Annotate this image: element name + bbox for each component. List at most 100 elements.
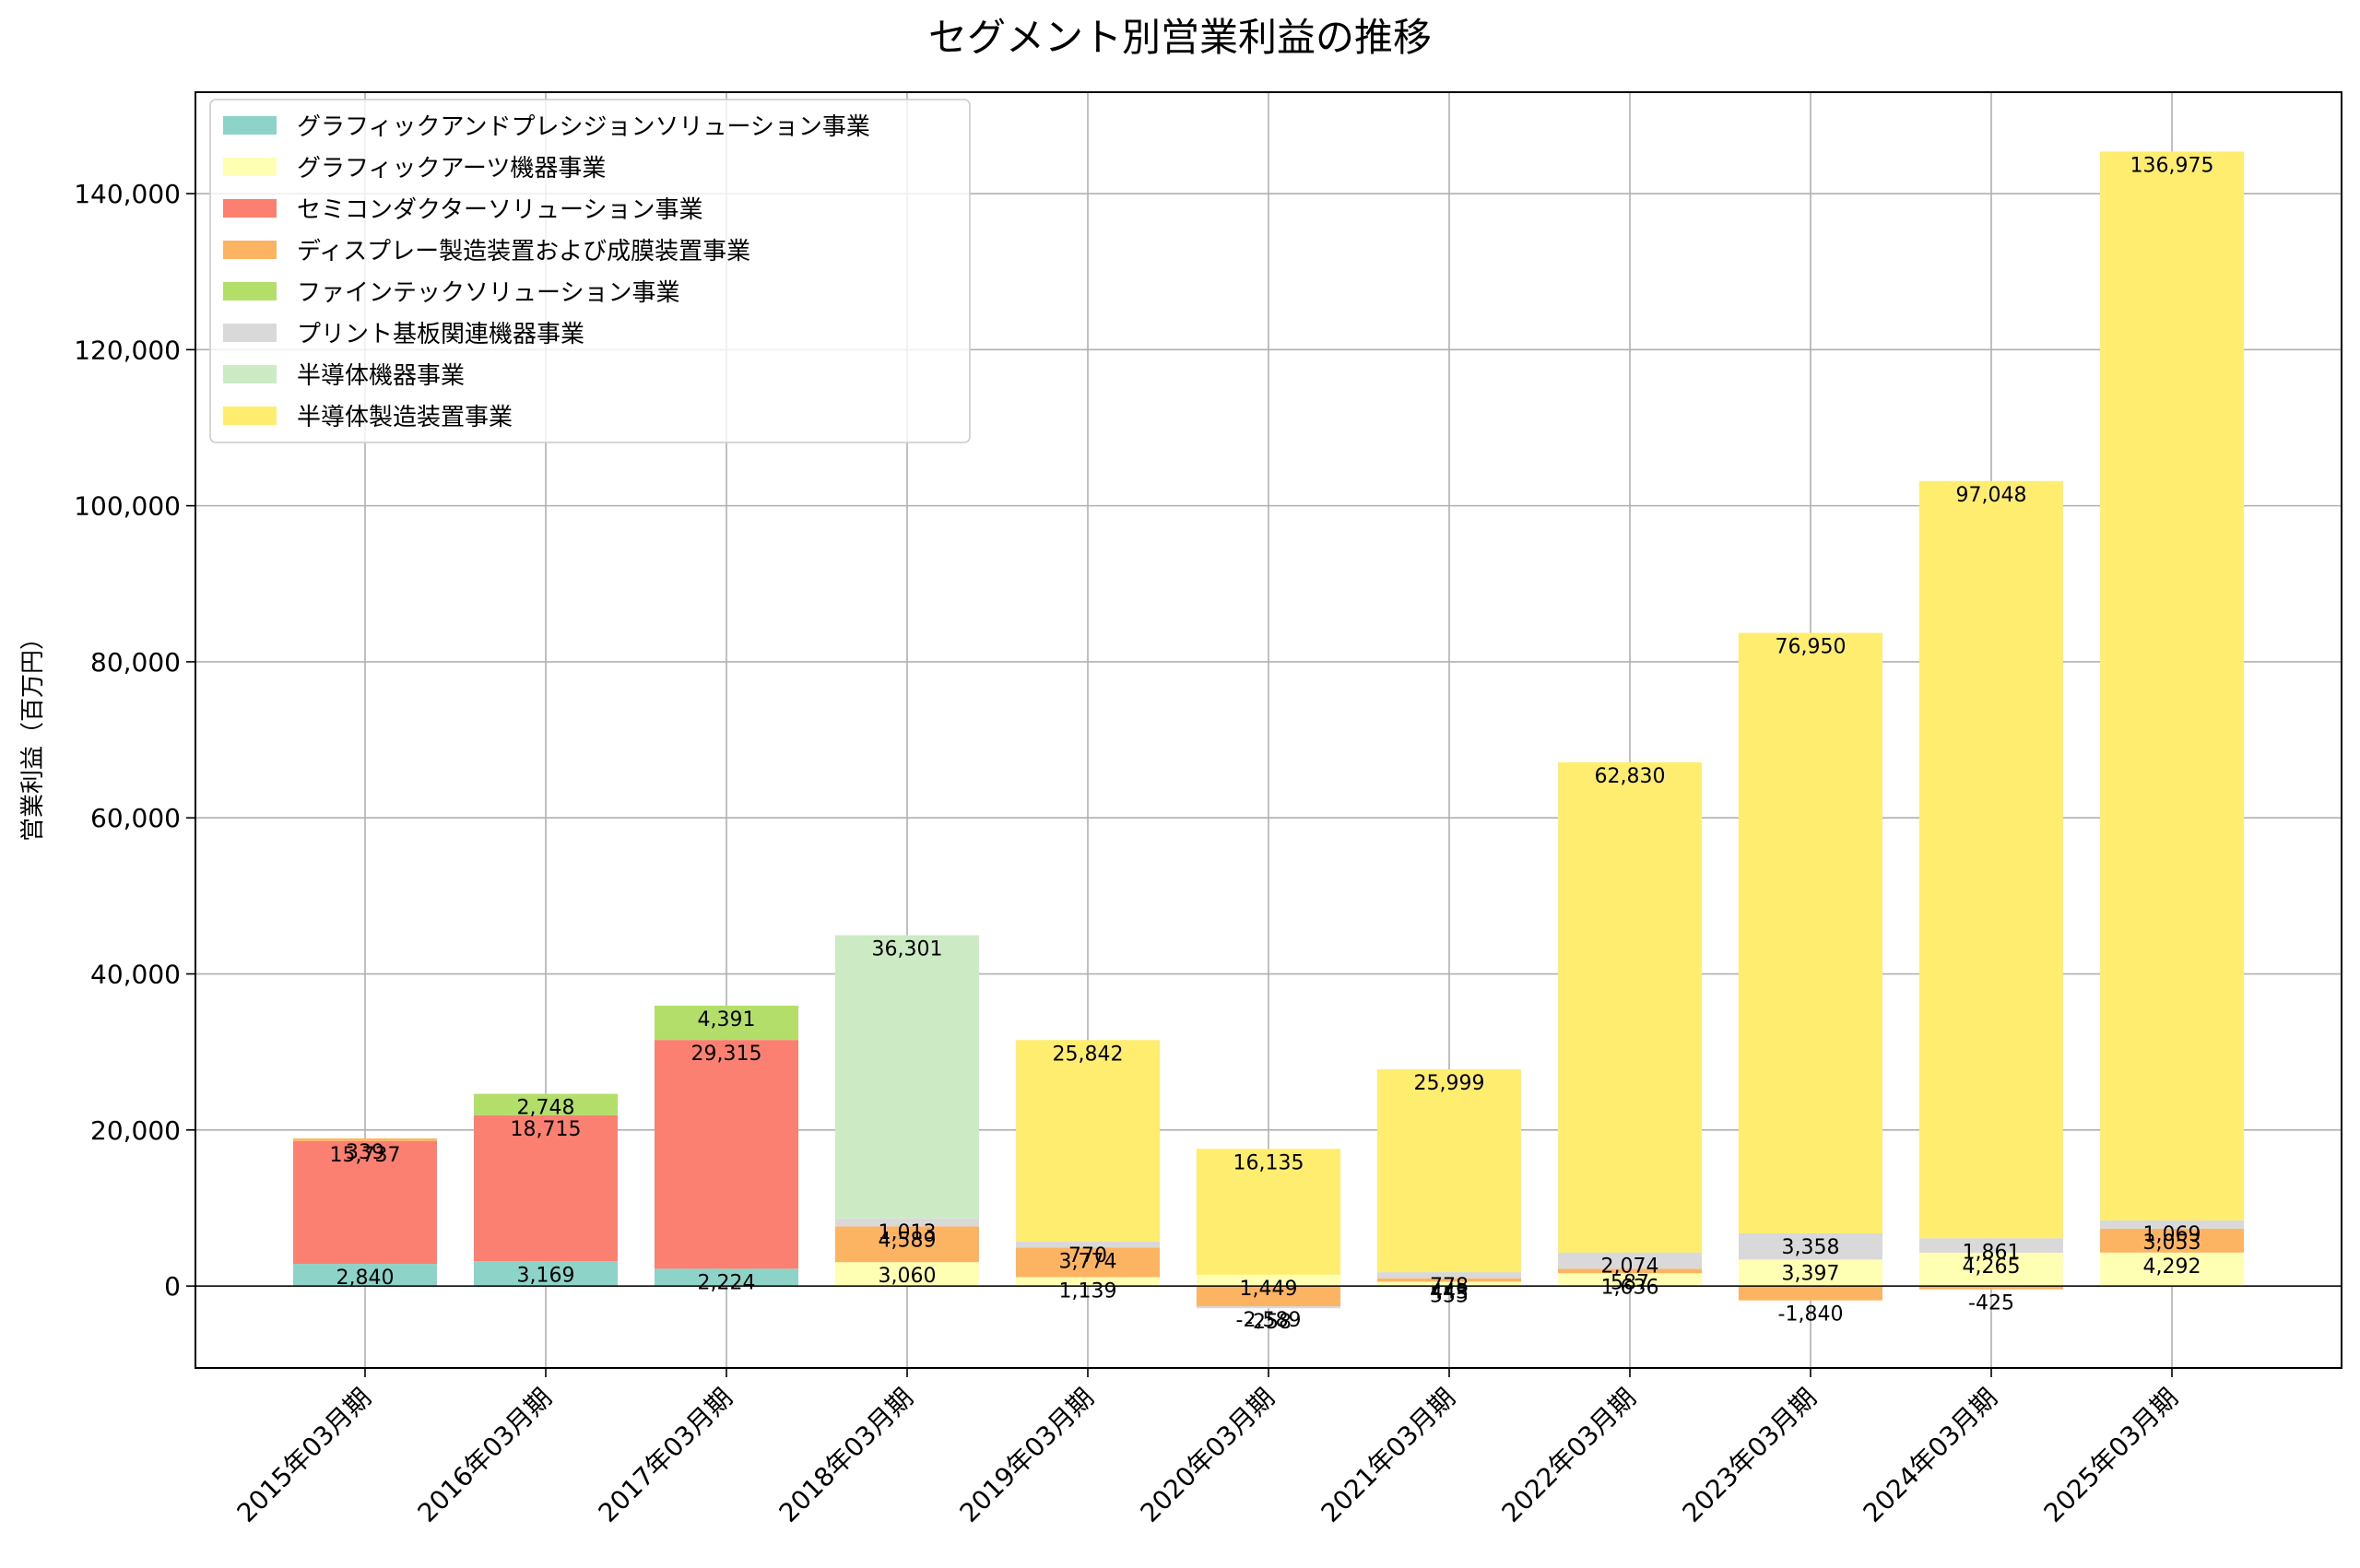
- data-label: 770: [1068, 1244, 1107, 1267]
- bar-segment: [1919, 1238, 2063, 1254]
- data-label: 4,292: [2143, 1256, 2201, 1279]
- x-tick-label: 2022年03月期: [1496, 1383, 1642, 1528]
- data-label: 4,589: [879, 1229, 937, 1252]
- bar-segment: [1377, 1272, 1521, 1279]
- bar-segment: [2100, 1252, 2244, 1287]
- legend-swatch: [223, 158, 277, 176]
- bar-segment: [1558, 1268, 1702, 1274]
- legend-entry: ファインテックソリューション事業: [297, 279, 679, 307]
- bar-segment: [1377, 1069, 1521, 1273]
- x-tick-label: 2024年03月期: [1858, 1383, 2003, 1528]
- legend-box: [209, 99, 971, 443]
- bar-segment: [2100, 151, 2244, 1220]
- bar-segment: [1739, 1259, 1882, 1287]
- y-tick-label: 140,000: [74, 179, 181, 209]
- bar-segment: [293, 1140, 437, 1265]
- y-tick-label: 60,000: [90, 803, 181, 833]
- data-label: 3,774: [1059, 1251, 1117, 1274]
- x-tick-label: 2019年03月期: [954, 1383, 1100, 1528]
- x-tick-label: 2021年03月期: [1316, 1383, 1461, 1528]
- bar-segment: [474, 1114, 618, 1262]
- data-label: 29,315: [691, 1043, 762, 1066]
- x-tick-label: 2023年03月期: [1677, 1383, 1823, 1528]
- bar-segment: [2100, 1220, 2244, 1229]
- chart-title: セグメント別営業利益の推移: [928, 15, 1432, 60]
- data-label: 36,301: [872, 938, 943, 961]
- bar-segment: [474, 1093, 618, 1115]
- data-label: 1,449: [1240, 1278, 1298, 1301]
- bar-segment: [1016, 1242, 1160, 1248]
- data-label: 3,169: [517, 1264, 575, 1287]
- bar-segment: [1558, 1252, 1702, 1269]
- bar-segment: [655, 1268, 798, 1287]
- bar-segment: [835, 935, 979, 1219]
- legend-swatch: [223, 365, 277, 383]
- bar-segment: [1558, 761, 1702, 1253]
- data-label: 2,224: [698, 1271, 756, 1294]
- legend-swatch: [223, 407, 277, 425]
- bar-segment: [1016, 1247, 1160, 1278]
- bar-segment: [1558, 1273, 1702, 1287]
- x-tick-label: 2018年03月期: [773, 1383, 919, 1528]
- y-tick-label: 0: [164, 1271, 181, 1302]
- legend-swatch: [223, 282, 277, 301]
- data-label: 3,060: [879, 1265, 937, 1288]
- data-label: 4,265: [1963, 1256, 2021, 1279]
- legend-entry: グラフィックアーツ機器事業: [297, 155, 606, 183]
- bar-segment: [655, 1040, 798, 1269]
- data-label: 1,069: [2143, 1223, 2201, 1246]
- data-label: 97,048: [1956, 484, 2027, 507]
- data-label: 25,999: [1414, 1072, 1485, 1095]
- legend-swatch: [223, 241, 277, 259]
- bar-segment: [1377, 1281, 1521, 1287]
- x-tick-label: 2025年03月期: [2038, 1383, 2184, 1528]
- bar-segment: [474, 1261, 618, 1287]
- data-label: 3,358: [1782, 1236, 1840, 1259]
- x-tick-label: 2015年03月期: [231, 1383, 377, 1528]
- bar-segment: [293, 1138, 437, 1141]
- data-label: 555: [1430, 1284, 1469, 1307]
- legend-swatch: [223, 199, 277, 218]
- data-label: 136,975: [2130, 154, 2214, 177]
- bars: [293, 151, 2244, 1309]
- legend-entry: プリント基板関連機器事業: [297, 321, 584, 348]
- legend-entry: 半導体製造装置事業: [297, 404, 513, 431]
- bar-segment: [1919, 1253, 2063, 1287]
- bar-segment: [1197, 1286, 1340, 1307]
- data-label: -1,840: [1778, 1303, 1844, 1326]
- data-label: 587: [1611, 1271, 1649, 1294]
- legend-entry: 半導体機器事業: [297, 362, 465, 390]
- y-tick-label: 20,000: [90, 1115, 181, 1146]
- bar-segment: [293, 1264, 437, 1287]
- data-label: 4,391: [698, 1008, 756, 1032]
- data-label: 1,636: [1601, 1276, 1659, 1299]
- bar-segment: [1919, 1286, 2063, 1290]
- bar-segment: [1739, 1286, 1882, 1301]
- bar-segment: [1739, 632, 1882, 1233]
- data-label: 16,135: [1233, 1151, 1304, 1174]
- bar-segment: [835, 1226, 979, 1263]
- bar-segment: [1197, 1274, 1340, 1287]
- plot-frame: [195, 91, 2342, 1369]
- bar-segment: [1016, 1040, 1160, 1243]
- data-label: 3,397: [1782, 1262, 1840, 1285]
- y-tick-label: 100,000: [74, 491, 181, 522]
- y-tick-label: 80,000: [90, 647, 181, 678]
- y-axis-label: 営業利益（百万円）: [19, 626, 47, 842]
- bar-segment: [655, 1005, 798, 1041]
- legend: グラフィックアンドプレシジョンソリューション事業グラフィックアーツ機器事業セミコ…: [209, 99, 971, 443]
- data-labels: 2,84015,7373393,16918,7152,7482,22429,31…: [330, 154, 2214, 1334]
- data-label: 62,830: [1595, 765, 1666, 788]
- x-tick-label: 2017年03月期: [593, 1383, 738, 1528]
- bar-segment: [1739, 1232, 1882, 1260]
- data-label: 2,074: [1601, 1256, 1659, 1279]
- data-label: 1,013: [879, 1221, 937, 1244]
- legend-entry: ディスプレー製造装置および成膜装置事業: [297, 238, 750, 265]
- data-label: 339: [346, 1141, 384, 1164]
- data-label: -2,589: [1236, 1309, 1302, 1332]
- data-label: 1,139: [1059, 1279, 1117, 1303]
- bar-segment: [2100, 1228, 2244, 1253]
- data-label: 15,737: [330, 1144, 401, 1167]
